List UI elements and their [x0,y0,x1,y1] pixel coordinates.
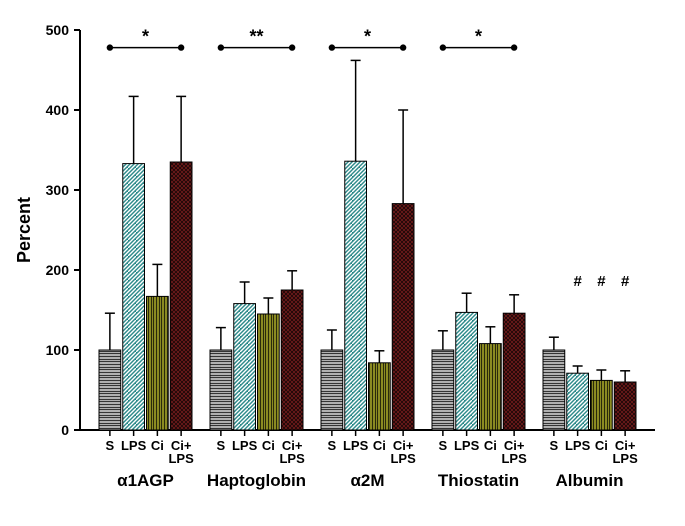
svg-text:LPS: LPS [343,438,369,453]
svg-text:S: S [217,438,226,453]
svg-text:Ci: Ci [151,438,164,453]
svg-text:S: S [439,438,448,453]
svg-text:200: 200 [46,262,70,278]
svg-text:Ci+LPS: Ci+LPS [501,438,527,466]
svg-text:Ci+LPS: Ci+LPS [390,438,416,466]
svg-text:LPS: LPS [565,438,591,453]
svg-text:#: # [597,273,606,290]
svg-text:α1AGP: α1AGP [117,471,174,490]
svg-text:Ci: Ci [262,438,275,453]
svg-text:Ci: Ci [595,438,608,453]
svg-text:Percent: Percent [14,197,34,263]
svg-text:S: S [550,438,559,453]
svg-text:Albumin: Albumin [556,471,624,490]
svg-text:500: 500 [46,22,70,38]
svg-text:*: * [142,26,149,46]
svg-text:#: # [573,273,582,290]
svg-text:400: 400 [46,102,70,118]
svg-text:S: S [328,438,337,453]
svg-text:LPS: LPS [232,438,258,453]
svg-text:LPS: LPS [454,438,480,453]
svg-text:S: S [106,438,115,453]
svg-text:**: ** [249,26,263,46]
svg-text:0: 0 [61,422,69,438]
svg-text:Ci: Ci [484,438,497,453]
svg-text:Ci+LPS: Ci+LPS [279,438,305,466]
svg-text:*: * [364,26,371,46]
svg-text:LPS: LPS [121,438,147,453]
svg-text:*: * [475,26,482,46]
svg-text:#: # [621,273,630,290]
svg-text:100: 100 [46,342,70,358]
svg-text:α2M: α2M [350,471,384,490]
svg-text:Ci+LPS: Ci+LPS [168,438,194,466]
svg-text:Haptoglobin: Haptoglobin [207,471,306,490]
bar-chart: 0 100 200 300 400 500 Percent S LPS Ci Ci+LPS α1AGP… [0,0,685,526]
svg-text:Ci: Ci [373,438,386,453]
svg-text:Thiostatin: Thiostatin [438,471,519,490]
svg-text:300: 300 [46,182,70,198]
svg-text:Ci+LPS: Ci+LPS [612,438,638,466]
